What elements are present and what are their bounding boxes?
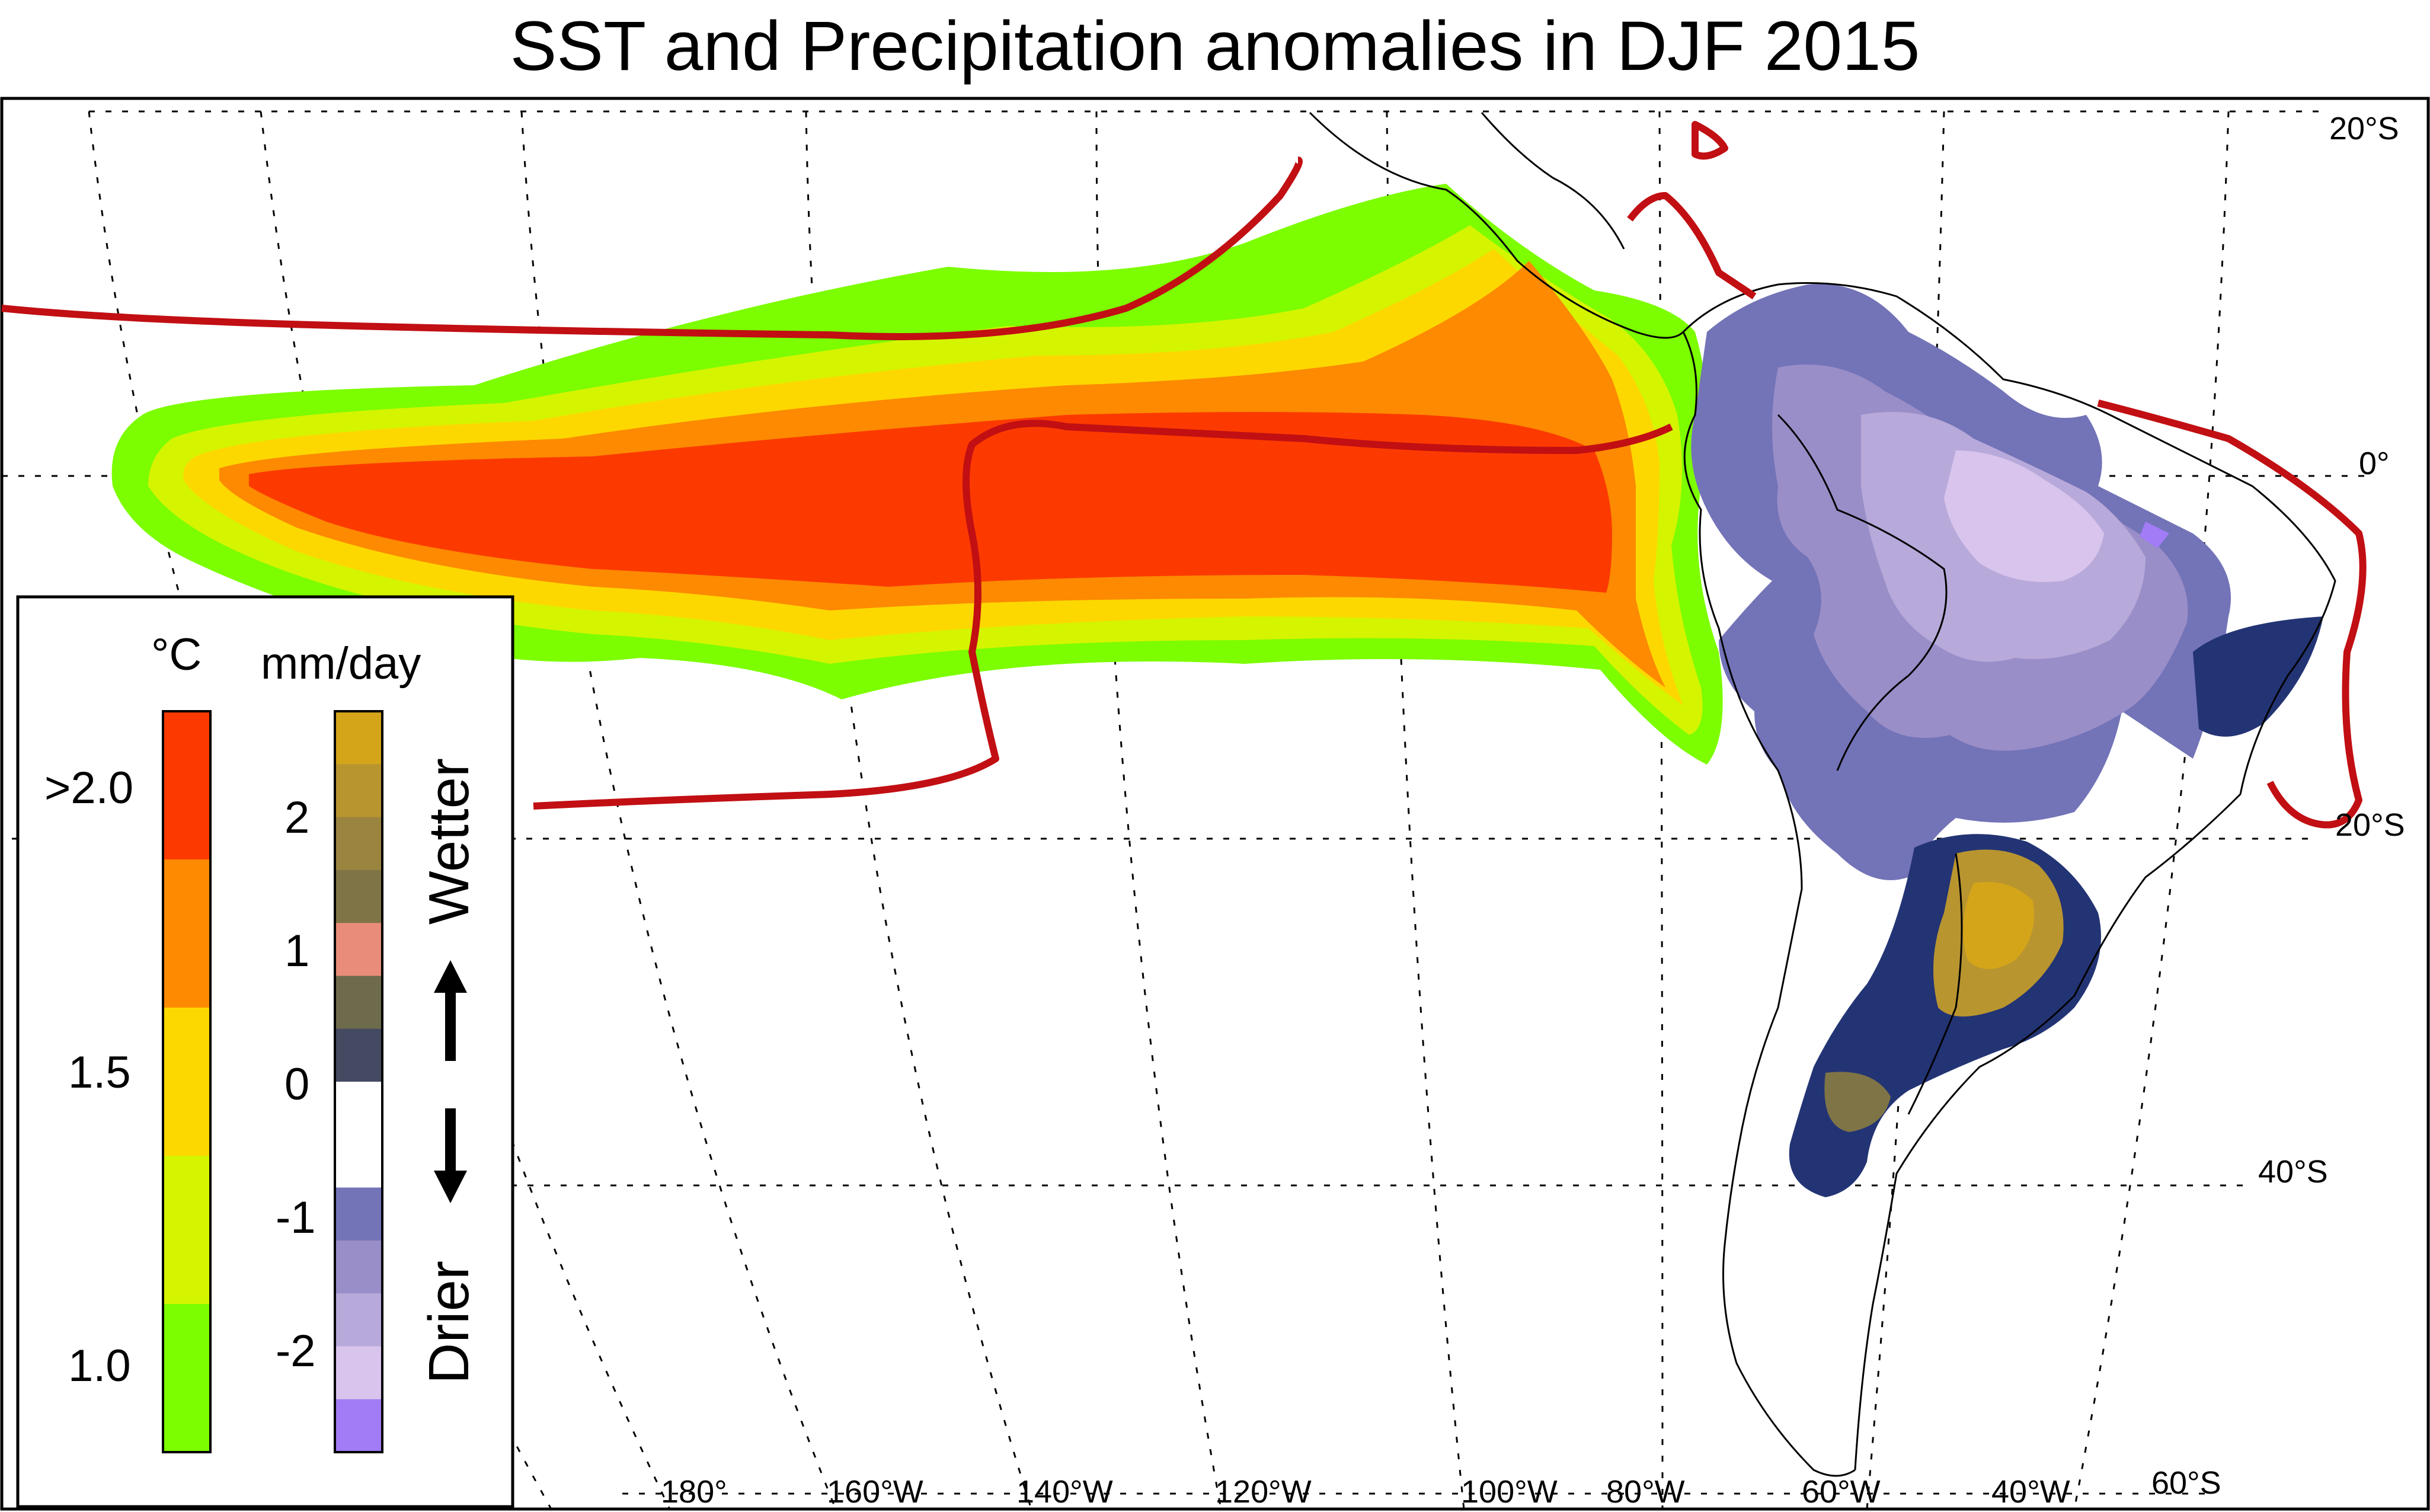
sst-tick-2-0: >2.0 bbox=[44, 763, 133, 813]
sst-swatch-1 bbox=[163, 859, 210, 1008]
precip-swatch-6 bbox=[335, 1028, 382, 1082]
precip-swatch-9 bbox=[335, 1187, 382, 1241]
precip-swatch-1 bbox=[335, 764, 382, 818]
sst-anomaly-field bbox=[111, 184, 1723, 765]
precip-swatch-13 bbox=[335, 1399, 382, 1453]
lon-label-100w: 100°W bbox=[1461, 1474, 1558, 1510]
sst-contour-lines bbox=[1, 121, 2367, 829]
precip-unit-label: mm/day bbox=[261, 638, 421, 689]
precip-tick-1: 1 bbox=[284, 926, 309, 976]
up-arrow-icon bbox=[434, 960, 467, 1061]
precip-swatch-8 bbox=[335, 1134, 382, 1188]
legend-box bbox=[16, 595, 514, 1508]
lat-label-20s-top: 20°S bbox=[2329, 111, 2399, 146]
precip-swatch-12 bbox=[335, 1346, 382, 1400]
legend: °C mm/day >2.0 1.5 1.0 2 1 0 -1 -2 Wette… bbox=[16, 595, 514, 1508]
lon-label-60w: 60°W bbox=[1802, 1474, 1881, 1510]
sst-tick-1-0: 1.0 bbox=[68, 1341, 131, 1391]
lon-label-120w: 120°W bbox=[1215, 1474, 1312, 1510]
precip-colorbar bbox=[334, 710, 383, 1453]
sst-swatch-4 bbox=[163, 1304, 210, 1453]
down-arrow-icon bbox=[434, 1108, 467, 1203]
lon-label-140w: 140°W bbox=[1016, 1474, 1113, 1510]
lat-label-equator: 0° bbox=[2359, 446, 2390, 481]
precip-swatch-3 bbox=[335, 870, 382, 923]
precip-swatch-7 bbox=[335, 1082, 382, 1135]
precip-tick-minus-1: -1 bbox=[276, 1193, 316, 1243]
precip-swatch-11 bbox=[335, 1293, 382, 1347]
map-frame bbox=[0, 97, 2430, 1511]
precip-wettest-core bbox=[1963, 882, 2034, 969]
lat-label-20s: 20°S bbox=[2335, 807, 2405, 843]
wetter-label: Wetter bbox=[417, 758, 481, 925]
lon-label-160w: 160°W bbox=[827, 1474, 923, 1510]
sst-unit-label: °C bbox=[151, 629, 202, 680]
lon-label-180: 180° bbox=[661, 1474, 727, 1510]
precip-very-dry-core bbox=[1944, 450, 2104, 582]
sst-tick-1-5: 1.5 bbox=[68, 1047, 131, 1098]
precip-extreme-dry-spot bbox=[2140, 522, 2169, 548]
lon-label-40w: 40°W bbox=[1991, 1474, 2070, 1510]
precip-swatch-2 bbox=[335, 817, 382, 871]
coastlines bbox=[1309, 111, 2336, 1477]
precip-tick-0: 0 bbox=[284, 1059, 309, 1110]
precipitation-anomaly-field bbox=[1691, 284, 2323, 1197]
map-title: SST and Precipitation anomalies in DJF 2… bbox=[510, 7, 1920, 85]
sst-swatch-3 bbox=[163, 1156, 210, 1305]
sst-band-2-0 bbox=[249, 412, 1612, 593]
precip-swatch-10 bbox=[335, 1240, 382, 1294]
lon-label-80w: 80°W bbox=[1606, 1474, 1685, 1510]
sst-colorbar bbox=[162, 710, 212, 1453]
sst-frame bbox=[162, 710, 212, 1453]
precip-wet-east bbox=[2193, 616, 2323, 737]
sst-swatch-0 bbox=[163, 711, 210, 860]
precip-swatch-4 bbox=[335, 923, 382, 976]
lat-label-60s: 60°S bbox=[2151, 1465, 2221, 1501]
precip-frame bbox=[334, 710, 383, 1453]
lat-label-40s: 40°S bbox=[2258, 1154, 2328, 1190]
precip-tick-2: 2 bbox=[284, 792, 309, 843]
sst-swatch-2 bbox=[163, 1008, 210, 1156]
precip-swatch-5 bbox=[335, 976, 382, 1030]
precip-swatch-0 bbox=[335, 711, 382, 765]
precip-wet-southwest bbox=[1824, 1072, 1891, 1132]
precip-tick-minus-2: -2 bbox=[276, 1326, 316, 1376]
drier-label: Drier bbox=[417, 1261, 481, 1384]
